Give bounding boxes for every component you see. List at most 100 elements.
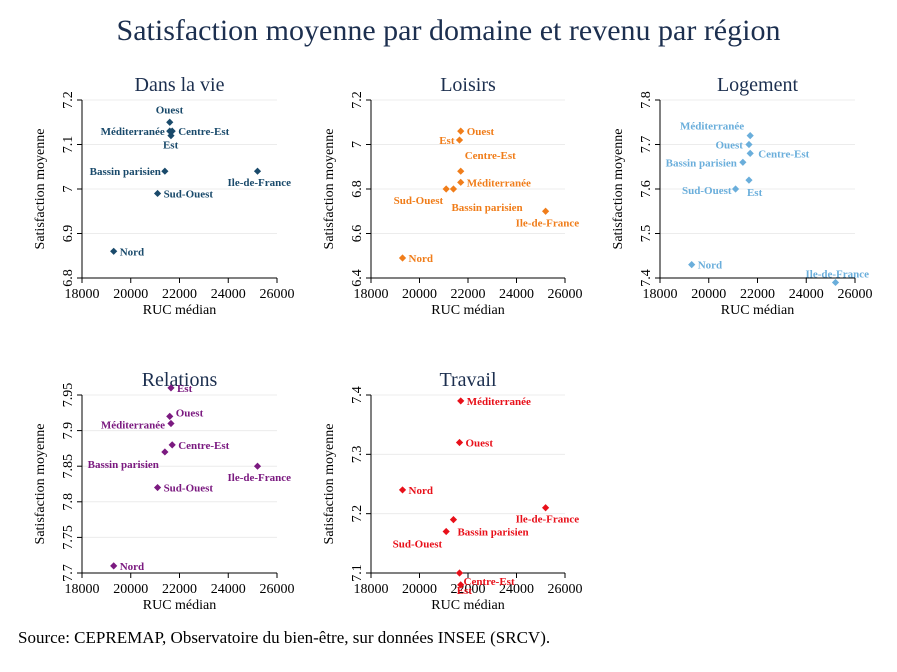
y-tick-label: 7.1: [61, 136, 76, 154]
data-point: [831, 278, 840, 287]
point-label: Centre-Est: [178, 126, 229, 138]
x-tick-label: 24000: [211, 582, 246, 597]
x-tick-label: 24000: [211, 287, 246, 302]
x-tick-label: 22000: [740, 287, 775, 302]
point-label: Nord: [409, 253, 433, 265]
data-point: [688, 261, 696, 269]
data-point: [457, 581, 465, 589]
y-tick-label: 7.1: [350, 564, 365, 582]
point-label: Bassin parisien: [666, 157, 737, 169]
x-tick-label: 22000: [162, 582, 197, 597]
y-tick-label: 7.4: [639, 269, 654, 287]
y-axis-label: Satisfaction moyenne: [322, 424, 337, 545]
y-tick-label: 7.5: [639, 225, 654, 243]
x-tick-label: 18000: [354, 582, 389, 597]
point-label: Sud-Ouest: [393, 538, 443, 550]
point-label: Est: [177, 383, 193, 395]
point-label: Méditerranée: [467, 396, 531, 408]
data-point: [253, 167, 262, 175]
data-point: [457, 127, 465, 135]
data-point: [110, 247, 118, 255]
y-tick-label: 7.95: [61, 383, 76, 408]
point-label: Est: [747, 187, 763, 199]
data-point: [455, 136, 464, 144]
data-point: [153, 483, 162, 492]
data-point: [739, 158, 747, 166]
data-point: [153, 189, 162, 198]
panel-title: Logement: [717, 74, 799, 96]
point-label: Méditerranée: [680, 121, 744, 133]
point-label: Ile-de-France: [516, 217, 580, 229]
y-tick-label: 7.7: [61, 564, 76, 582]
y-tick-label: 7.2: [350, 91, 365, 109]
point-label: Nord: [409, 485, 433, 497]
x-tick-label: 20000: [113, 287, 148, 302]
data-point: [253, 462, 262, 470]
data-point: [167, 132, 175, 140]
point-label: Nord: [120, 561, 144, 573]
x-axis-label: RUC médian: [143, 303, 217, 318]
y-tick-label: 6.8: [350, 180, 365, 198]
panel-title: Dans la vie: [135, 74, 225, 96]
data-point: [168, 441, 176, 449]
y-tick-label: 7.85: [61, 454, 76, 479]
y-tick-label: 7.75: [61, 525, 76, 550]
x-tick-label: 26000: [260, 287, 295, 302]
data-point: [166, 412, 174, 420]
y-tick-label: 7.7: [639, 136, 654, 154]
x-axis-label: RUC médian: [721, 303, 795, 318]
y-tick-label: 7.8: [639, 91, 654, 109]
x-tick-label: 20000: [691, 287, 726, 302]
point-label: Sud-Ouest: [164, 188, 214, 200]
point-label: Nord: [120, 246, 144, 258]
y-axis-label: Satisfaction moyenne: [33, 129, 48, 250]
point-label: Ouest: [715, 140, 743, 152]
panel-title: Relations: [142, 369, 218, 391]
x-tick-label: 18000: [354, 287, 389, 302]
data-point: [745, 140, 753, 149]
data-point: [442, 185, 450, 193]
data-point: [442, 527, 450, 536]
data-point: [455, 569, 464, 577]
y-tick-label: 7.3: [350, 446, 365, 464]
y-axis-label: Satisfaction moyenne: [322, 129, 337, 250]
data-point: [542, 207, 550, 215]
main-title: Satisfaction moyenne par domaine et reve…: [116, 14, 781, 47]
point-label: Est: [163, 140, 179, 152]
x-tick-label: 20000: [402, 582, 437, 597]
y-tick-label: 6.9: [61, 225, 76, 243]
x-tick-label: 26000: [548, 582, 583, 597]
data-point: [746, 132, 754, 140]
point-label: Ouest: [176, 407, 204, 419]
x-tick-label: 26000: [838, 287, 873, 302]
x-tick-label: 24000: [499, 582, 534, 597]
point-label: Ile-de-France: [228, 472, 292, 484]
point-label: Bassin parisien: [457, 527, 528, 539]
point-label: Est: [457, 585, 473, 597]
source-note: Source: CEPREMAP, Observatoire du bien-ê…: [18, 628, 551, 647]
point-label: Ouest: [467, 126, 495, 138]
y-tick-label: 7.8: [61, 493, 76, 511]
x-tick-label: 18000: [65, 287, 100, 302]
point-label: Ile-de-France: [516, 514, 580, 526]
data-point: [457, 178, 465, 186]
data-point: [731, 185, 740, 193]
point-label: Nord: [698, 260, 722, 272]
point-label: Méditerranée: [101, 126, 165, 138]
x-tick-label: 18000: [643, 287, 678, 302]
point-label: Méditerranée: [101, 419, 165, 431]
point-label: Ile-de-France: [806, 268, 870, 280]
data-point: [457, 167, 465, 175]
y-tick-label: 7: [61, 186, 76, 193]
data-point: [745, 176, 753, 184]
data-point: [746, 149, 754, 157]
data-point: [167, 384, 175, 392]
panel-3: Logement 7.4 7.5 7.6 7.7 7.8 18000 20000 22000 24…: [611, 74, 873, 318]
x-tick-label: 20000: [113, 582, 148, 597]
y-tick-label: 6.8: [61, 269, 76, 287]
y-tick-label: 7.6: [639, 180, 654, 198]
x-tick-label: 26000: [548, 287, 583, 302]
point-label: Centre-Est: [178, 440, 229, 452]
